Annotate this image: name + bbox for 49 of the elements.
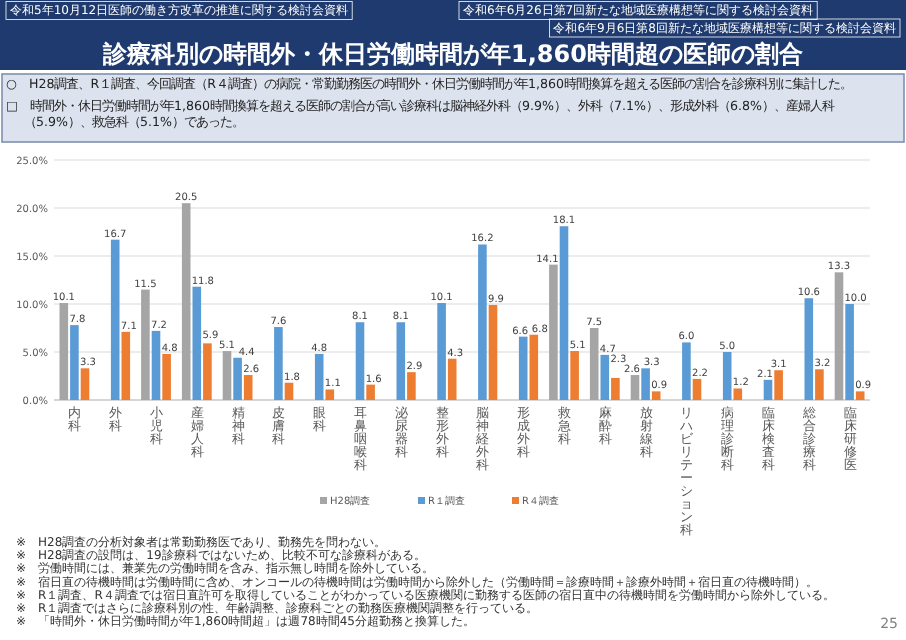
bar [600, 354, 610, 400]
bar [141, 289, 150, 400]
bar [181, 203, 191, 400]
bar [641, 368, 650, 400]
bar [314, 353, 324, 400]
bar [243, 375, 253, 400]
bar [834, 272, 844, 400]
bar [529, 334, 539, 400]
bar [804, 298, 814, 400]
bar [192, 286, 202, 400]
bar [692, 378, 702, 400]
bar [651, 391, 661, 400]
bar [203, 343, 212, 400]
bar [80, 368, 90, 400]
bar [815, 369, 824, 400]
bar [559, 226, 569, 400]
bar [589, 328, 599, 400]
chart-title: 診療科別の時間外・休日労働時間が年1,860時間超の医師の割合 [101, 40, 805, 68]
bar [284, 382, 294, 400]
bar [233, 357, 242, 400]
bar [110, 239, 120, 400]
bar [611, 377, 620, 400]
bar [366, 384, 375, 400]
bar [630, 375, 640, 400]
bar [774, 370, 783, 400]
bar [488, 304, 498, 400]
bar [325, 389, 335, 400]
bar [121, 331, 131, 400]
bar [855, 391, 865, 400]
bar [407, 372, 416, 400]
bar [478, 244, 487, 400]
bar [845, 304, 854, 400]
bar [437, 303, 446, 400]
bar [733, 388, 743, 400]
bar [59, 303, 69, 400]
bar [722, 352, 732, 400]
bar [70, 325, 79, 400]
bar [518, 336, 528, 400]
bar [682, 342, 691, 400]
bar [763, 379, 773, 400]
bar [151, 330, 161, 400]
bar [162, 353, 171, 400]
bar [355, 322, 365, 400]
bar [447, 358, 457, 400]
bar [570, 351, 579, 400]
bar [396, 322, 406, 400]
bar [274, 327, 283, 400]
bar [549, 264, 558, 400]
bar [222, 351, 232, 400]
